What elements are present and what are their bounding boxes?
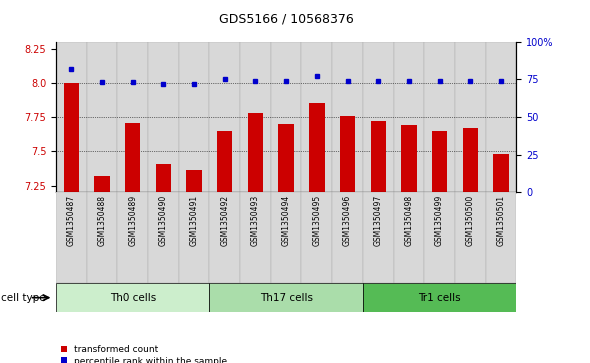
Bar: [186, 171, 202, 192]
Bar: [87, 192, 117, 283]
Text: GSM1350490: GSM1350490: [159, 195, 168, 246]
Bar: [486, 42, 516, 192]
Text: GSM1350498: GSM1350498: [404, 195, 414, 246]
Text: GSM1350496: GSM1350496: [343, 195, 352, 246]
Bar: [148, 42, 179, 192]
Bar: [248, 113, 263, 192]
Bar: [455, 192, 486, 283]
Bar: [87, 42, 117, 192]
Bar: [179, 42, 209, 192]
Bar: [56, 42, 87, 192]
Text: GDS5166 / 10568376: GDS5166 / 10568376: [219, 12, 353, 25]
Text: GSM1350497: GSM1350497: [373, 195, 383, 246]
Bar: [309, 103, 325, 192]
Text: GSM1350489: GSM1350489: [128, 195, 137, 246]
Text: GSM1350494: GSM1350494: [281, 195, 291, 246]
Bar: [179, 192, 209, 283]
Bar: [463, 128, 478, 192]
Bar: [363, 192, 394, 283]
Bar: [340, 116, 355, 192]
Bar: [363, 42, 394, 192]
Bar: [486, 192, 516, 283]
Bar: [371, 121, 386, 192]
Text: GSM1350493: GSM1350493: [251, 195, 260, 246]
Bar: [240, 42, 271, 192]
Bar: [209, 42, 240, 192]
Text: GSM1350488: GSM1350488: [97, 195, 107, 246]
Text: GSM1350491: GSM1350491: [189, 195, 199, 246]
Bar: [394, 42, 424, 192]
Bar: [271, 192, 301, 283]
Bar: [148, 192, 179, 283]
Text: GSM1350487: GSM1350487: [67, 195, 76, 246]
Legend: transformed count, percentile rank within the sample: transformed count, percentile rank withi…: [61, 345, 227, 363]
Bar: [363, 283, 516, 312]
Bar: [432, 131, 447, 192]
Bar: [209, 192, 240, 283]
Bar: [240, 192, 271, 283]
Bar: [156, 164, 171, 192]
Text: GSM1350492: GSM1350492: [220, 195, 230, 246]
Bar: [301, 192, 332, 283]
Bar: [64, 83, 79, 192]
Bar: [394, 192, 424, 283]
Bar: [117, 192, 148, 283]
Bar: [271, 42, 301, 192]
Text: Th17 cells: Th17 cells: [260, 293, 313, 303]
Text: Th0 cells: Th0 cells: [110, 293, 156, 303]
Bar: [301, 42, 332, 192]
Text: cell type: cell type: [1, 293, 45, 303]
Bar: [332, 42, 363, 192]
Text: Tr1 cells: Tr1 cells: [418, 293, 461, 303]
Bar: [424, 42, 455, 192]
Bar: [56, 192, 87, 283]
Bar: [278, 124, 294, 192]
Text: GSM1350495: GSM1350495: [312, 195, 322, 246]
Bar: [332, 192, 363, 283]
Bar: [56, 283, 209, 312]
Bar: [94, 176, 110, 192]
Bar: [493, 154, 509, 192]
Text: GSM1350501: GSM1350501: [496, 195, 506, 246]
Bar: [217, 131, 232, 192]
Bar: [125, 123, 140, 192]
Text: GSM1350500: GSM1350500: [466, 195, 475, 246]
Bar: [455, 42, 486, 192]
Bar: [401, 125, 417, 192]
Bar: [209, 283, 363, 312]
Text: GSM1350499: GSM1350499: [435, 195, 444, 246]
Bar: [424, 192, 455, 283]
Bar: [117, 42, 148, 192]
